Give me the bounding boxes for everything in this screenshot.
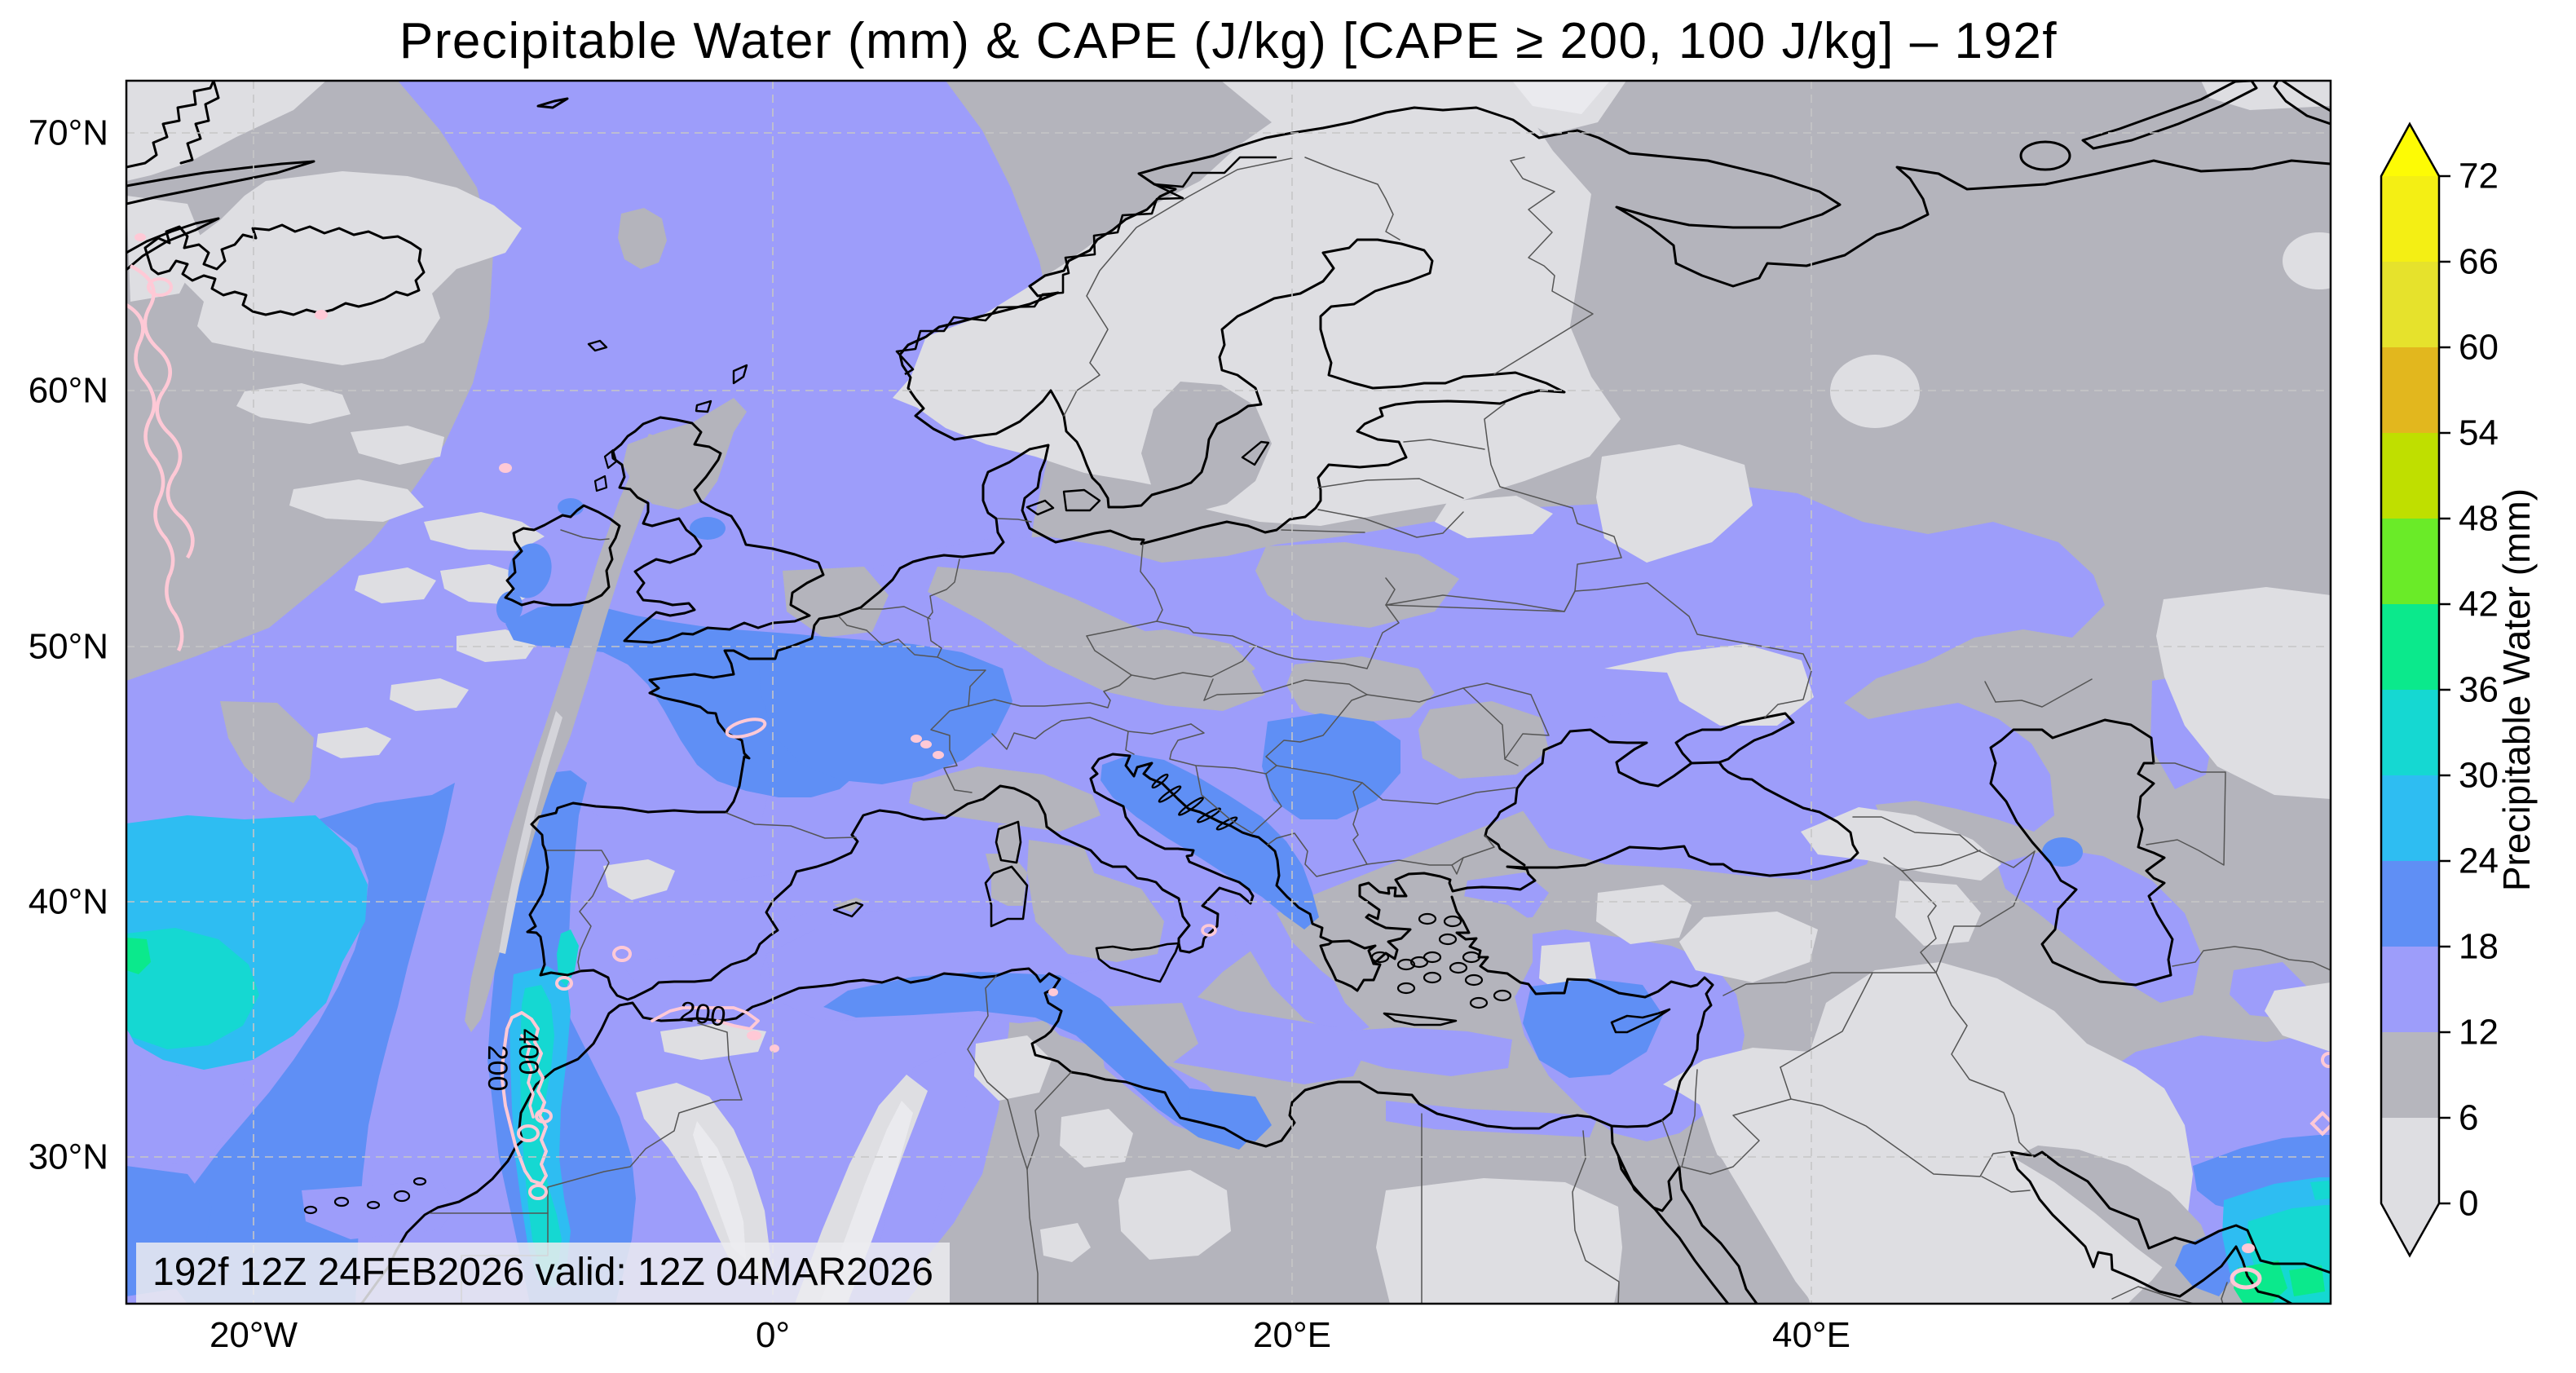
svg-text:66: 66 — [2459, 242, 2499, 282]
svg-text:60°N: 60°N — [29, 371, 108, 411]
svg-text:Precipitable Water (mm): Precipitable Water (mm) — [2495, 488, 2538, 891]
svg-text:20°W: 20°W — [210, 1315, 298, 1355]
svg-text:72: 72 — [2459, 157, 2499, 196]
svg-text:Precipitable Water (mm) & CAPE: Precipitable Water (mm) & CAPE (J/kg) [C… — [399, 13, 2058, 69]
svg-text:36: 36 — [2459, 670, 2499, 710]
svg-text:30°N: 30°N — [29, 1137, 108, 1177]
svg-text:12: 12 — [2459, 1013, 2499, 1053]
svg-text:24: 24 — [2459, 841, 2499, 881]
svg-text:0°: 0° — [756, 1315, 790, 1355]
svg-text:6: 6 — [2459, 1098, 2478, 1138]
svg-text:70°N: 70°N — [29, 113, 108, 153]
svg-text:192f 12Z 24FEB2026 valid: 12Z: 192f 12Z 24FEB2026 valid: 12Z 04MAR2026 — [152, 1251, 933, 1294]
svg-text:30: 30 — [2459, 756, 2499, 796]
svg-text:40°E: 40°E — [1772, 1315, 1850, 1355]
svg-text:50°N: 50°N — [29, 627, 108, 667]
svg-text:54: 54 — [2459, 413, 2499, 453]
svg-text:60: 60 — [2459, 328, 2499, 368]
svg-text:200: 200 — [482, 1045, 513, 1092]
svg-text:400: 400 — [513, 1029, 544, 1075]
svg-text:200: 200 — [677, 996, 727, 1033]
svg-text:42: 42 — [2459, 585, 2499, 625]
svg-text:40°N: 40°N — [29, 882, 108, 922]
svg-text:18: 18 — [2459, 927, 2499, 967]
svg-text:20°E: 20°E — [1253, 1315, 1331, 1355]
svg-text:48: 48 — [2459, 499, 2499, 539]
svg-text:0: 0 — [2459, 1184, 2478, 1224]
